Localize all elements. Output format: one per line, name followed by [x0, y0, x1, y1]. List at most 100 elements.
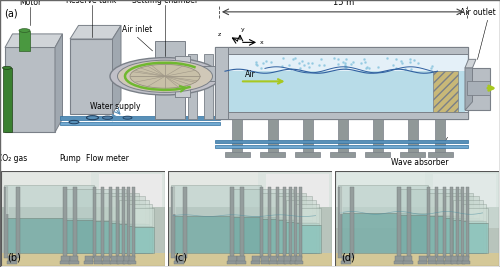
Point	[382, 56, 390, 60]
Bar	[6, 261, 18, 264]
Bar	[73, 187, 77, 258]
Bar	[295, 261, 303, 264]
Point	[258, 66, 266, 70]
Circle shape	[2, 66, 12, 69]
Bar	[134, 208, 154, 227]
Text: Settling chamber: Settling chamber	[132, 0, 198, 5]
Bar	[172, 187, 175, 258]
Bar	[342, 256, 350, 262]
Bar	[434, 174, 496, 207]
Bar	[445, 256, 452, 262]
Bar	[407, 187, 411, 258]
Polygon shape	[112, 25, 121, 113]
Bar	[408, 119, 418, 154]
Bar	[232, 119, 242, 154]
Point	[305, 65, 313, 69]
Bar	[134, 227, 154, 253]
Point	[316, 57, 324, 61]
Bar	[230, 189, 292, 217]
Bar	[215, 48, 468, 54]
Bar	[435, 119, 445, 154]
Polygon shape	[55, 34, 62, 132]
Text: z: z	[218, 32, 221, 37]
Bar	[94, 256, 102, 262]
Bar	[427, 193, 473, 216]
Point	[414, 61, 422, 65]
Point	[300, 62, 308, 67]
Point	[340, 65, 348, 69]
Bar	[427, 216, 473, 253]
Point	[397, 59, 405, 64]
Bar	[395, 256, 404, 262]
Bar	[268, 187, 272, 258]
Circle shape	[19, 29, 30, 32]
Bar	[91, 171, 165, 214]
Bar	[228, 256, 236, 262]
Bar	[100, 174, 162, 207]
Point	[349, 59, 357, 64]
Bar	[468, 208, 487, 223]
Bar	[428, 261, 437, 264]
Point	[362, 65, 370, 69]
Bar	[188, 66, 215, 81]
Point	[426, 66, 434, 70]
Bar	[418, 261, 428, 264]
Polygon shape	[175, 56, 190, 97]
Bar	[296, 256, 302, 262]
Point	[342, 65, 350, 69]
Bar	[60, 261, 70, 264]
Bar	[286, 222, 316, 253]
Bar	[372, 119, 382, 154]
Circle shape	[102, 116, 113, 119]
Point	[285, 62, 293, 67]
Bar	[215, 48, 228, 119]
Text: Reserve tank: Reserve tank	[66, 0, 116, 5]
Bar	[172, 185, 262, 216]
Point	[406, 60, 414, 64]
Bar	[452, 256, 458, 262]
Text: x: x	[260, 40, 264, 45]
Bar	[299, 187, 302, 258]
Text: 15 m: 15 m	[333, 0, 354, 7]
Bar	[215, 48, 468, 119]
Text: (c): (c)	[174, 253, 188, 263]
Bar	[398, 215, 460, 253]
Bar	[183, 187, 186, 258]
Point	[280, 56, 287, 60]
Bar	[119, 224, 148, 253]
Bar	[240, 187, 244, 258]
Bar	[19, 30, 30, 51]
Bar	[174, 261, 184, 264]
Bar	[456, 187, 459, 258]
Bar	[69, 261, 79, 264]
Bar	[118, 256, 124, 262]
Point	[286, 67, 294, 71]
Point	[398, 61, 406, 65]
Circle shape	[123, 116, 132, 119]
Bar	[270, 256, 277, 262]
Point	[320, 63, 328, 68]
Point	[252, 62, 260, 66]
Bar	[284, 256, 291, 262]
Bar	[290, 187, 292, 258]
Bar	[230, 187, 234, 258]
Point	[296, 66, 304, 70]
Point	[410, 58, 418, 62]
Bar	[284, 261, 292, 264]
Point	[308, 61, 316, 65]
Point	[278, 64, 286, 68]
Bar	[394, 261, 404, 264]
Bar	[6, 187, 9, 214]
Bar	[1, 207, 165, 253]
Bar	[155, 41, 185, 119]
Bar	[110, 261, 119, 264]
Bar	[128, 187, 130, 258]
Bar	[8, 256, 16, 262]
Text: y: y	[241, 27, 245, 32]
Point	[406, 57, 413, 61]
Bar	[93, 193, 139, 221]
Bar	[436, 256, 444, 262]
Bar	[468, 223, 487, 253]
Bar	[338, 213, 428, 253]
Bar	[335, 253, 499, 266]
